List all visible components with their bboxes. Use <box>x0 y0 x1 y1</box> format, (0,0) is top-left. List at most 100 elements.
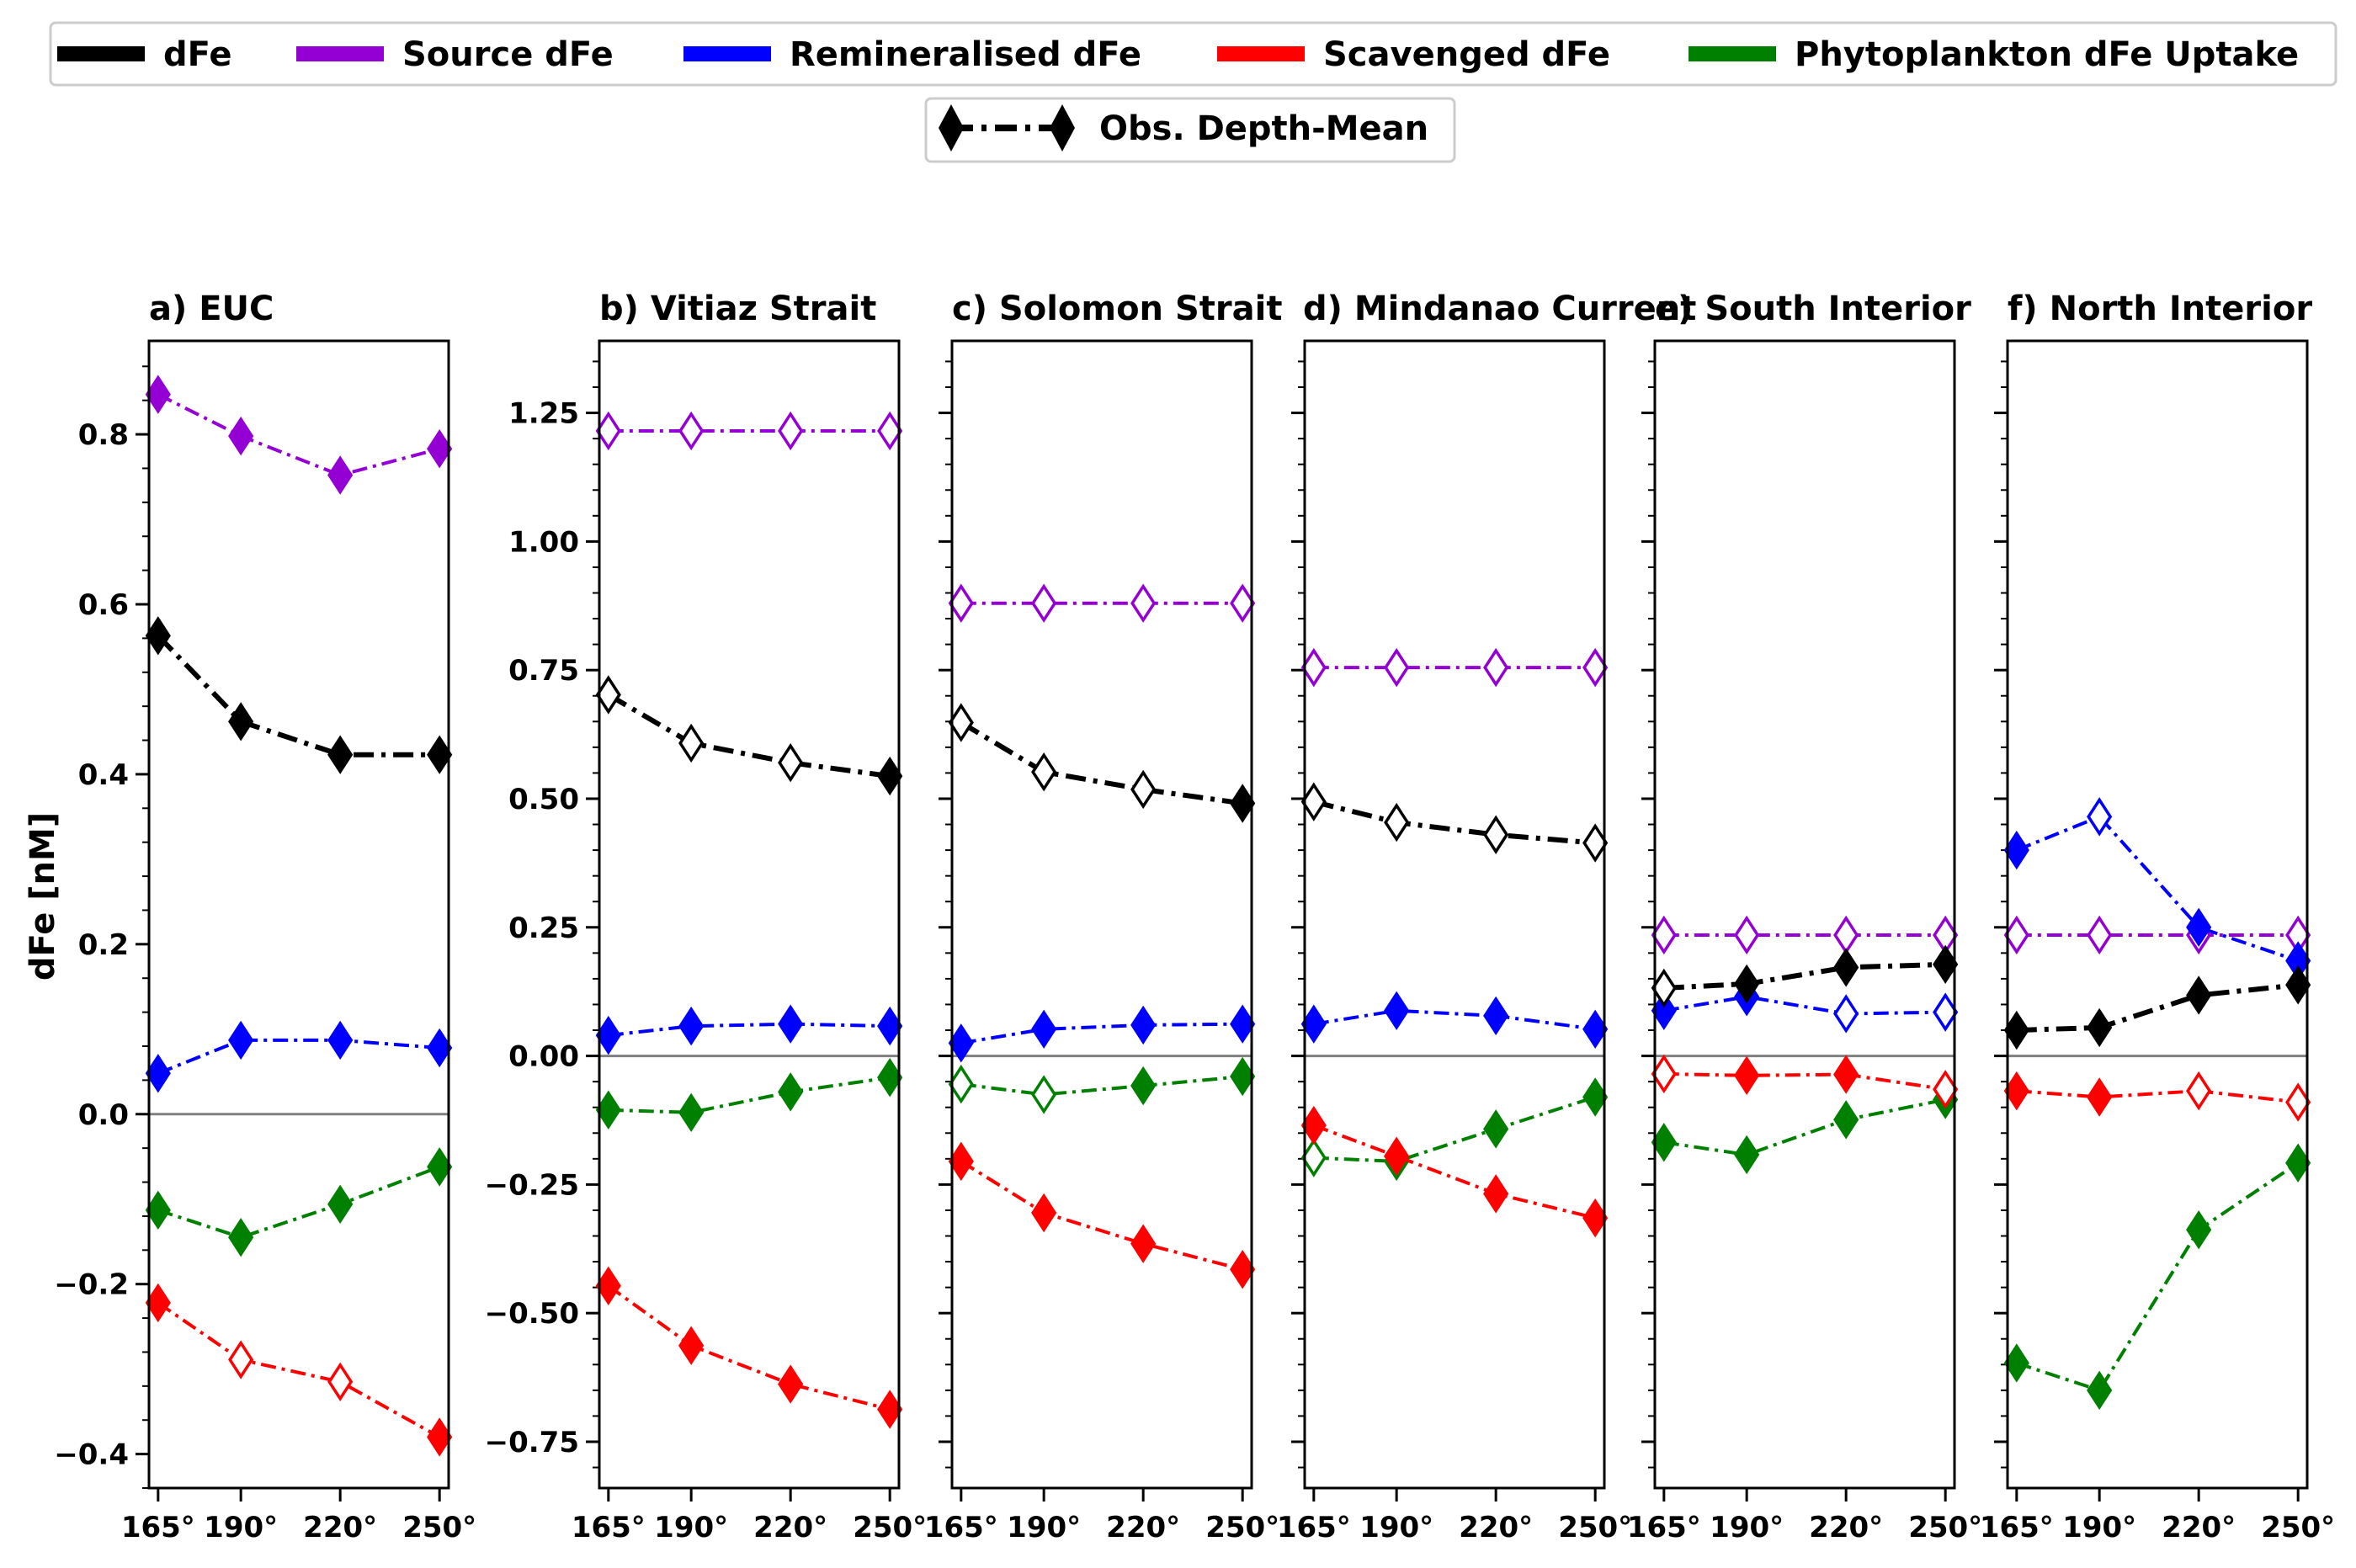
y-tick-label: 1.25 <box>508 397 579 431</box>
panel-title: f) North Interior <box>2008 290 2312 328</box>
x-tick-label: 190° <box>654 1511 728 1544</box>
data-point <box>2186 907 2212 947</box>
data-point <box>1734 1135 1760 1175</box>
axes-frame <box>1653 339 1956 1490</box>
series-line <box>157 392 440 477</box>
x-tick-label: 165° <box>572 1511 646 1544</box>
legend-entry-source-dfe: Source dFe <box>296 35 614 74</box>
series-line <box>2016 815 2299 963</box>
x-tick-label: 220° <box>1809 1511 1883 1544</box>
legend-label: dFe <box>163 35 231 74</box>
series-source-dfe <box>595 411 903 451</box>
data-point <box>145 375 171 414</box>
legend-marker <box>939 104 964 151</box>
data-point <box>778 411 804 451</box>
x-tick-label: 250° <box>2261 1511 2335 1544</box>
series-scavenged-dfe <box>2003 1071 2311 1122</box>
legend: dFe Source dFe Remineralised dFe Scavenged … <box>49 21 2337 163</box>
data-point <box>145 1190 171 1230</box>
series-dfe <box>1300 782 1609 863</box>
series-remineralised-dfe <box>1651 977 1959 1034</box>
y-tick-label: 0.00 <box>508 1040 579 1074</box>
panel-title: a) EUC <box>149 290 274 328</box>
series-line <box>960 720 1243 806</box>
legend-swatch <box>296 46 384 61</box>
data-point <box>327 735 354 774</box>
data-point <box>877 756 903 796</box>
panel-title: c) Solomon Strait <box>952 290 1282 328</box>
data-point <box>2285 965 2311 1005</box>
data-point <box>678 411 705 451</box>
panel-title: e) South Interior <box>1655 290 1971 328</box>
y-tick-label: −0.4 <box>54 1438 129 1472</box>
data-point <box>2003 1343 2029 1383</box>
data-point <box>1483 1109 1509 1149</box>
series-dfe <box>1651 944 1959 1008</box>
data-point <box>1651 1054 1677 1094</box>
panel-b-vitiaz-strait: b) Vitiaz Strait −0.75 −0.50 −0.25 0.00 0.25 0… <box>485 290 928 1544</box>
series-line <box>1313 799 1596 846</box>
data-point <box>2087 1007 2113 1048</box>
series-remineralised-dfe <box>2003 797 2311 981</box>
data-point <box>427 1417 453 1457</box>
series-source-dfe <box>1651 915 1959 955</box>
series-line <box>1663 961 1946 991</box>
data-point <box>2186 975 2212 1015</box>
data-point <box>1230 1056 1256 1097</box>
data-point <box>1031 1075 1057 1114</box>
data-point <box>778 1072 804 1112</box>
series-line <box>1663 1098 1946 1156</box>
x-tick-label: 220° <box>1459 1511 1533 1544</box>
data-point <box>1833 1055 1859 1094</box>
x-tick-label: 165° <box>1627 1511 1701 1544</box>
data-point <box>678 1006 705 1046</box>
x-tick-label: 250° <box>1558 1511 1632 1544</box>
x-tick-label: 165° <box>924 1511 998 1544</box>
data-point <box>427 735 453 774</box>
x-tick-label: 250° <box>1205 1511 1279 1544</box>
data-point <box>595 411 621 451</box>
data-point <box>1031 1193 1057 1233</box>
series-line <box>607 1284 891 1411</box>
data-point <box>595 675 621 715</box>
data-point <box>1230 583 1256 623</box>
data-point <box>877 1390 903 1429</box>
legend-entry-obs-depth-mean: Obs. Depth-Mean <box>939 104 1428 151</box>
x-tick-label: 190° <box>1710 1511 1784 1544</box>
legend-entry-scavenged-dfe: Scavenged dFe <box>1217 35 1610 74</box>
series-line <box>2016 982 2299 1034</box>
data-point <box>1651 968 1677 1008</box>
series-line <box>1663 1071 1946 1092</box>
series-line <box>1313 1095 1596 1163</box>
data-point <box>2003 915 2029 955</box>
x-tick-label: 190° <box>2062 1511 2136 1544</box>
panel-e-south-interior: e) South Interior 165° 190° 220° 250° <box>1627 290 1982 1544</box>
y-tick-label: 1.00 <box>508 525 579 559</box>
y-tick-label: 0.0 <box>78 1098 129 1132</box>
data-point <box>1031 752 1057 792</box>
data-point <box>2003 830 2029 870</box>
panel-f-north-interior: f) North Interior 165° 190° 220° 250° <box>1980 290 2335 1544</box>
panel-c-solomon-strait: c) Solomon Strait 165° 190° 220° 250° <box>924 290 1283 1544</box>
series-phytoplankton-dfe-uptake <box>2003 1143 2311 1411</box>
legend-marker <box>1050 104 1075 151</box>
data-point <box>1230 784 1256 823</box>
x-tick-label: 165° <box>121 1511 195 1544</box>
data-point <box>1384 1136 1410 1176</box>
axes-frame <box>2006 339 2309 1490</box>
data-point <box>2087 915 2113 955</box>
data-point <box>427 1147 453 1187</box>
legend-entry-remineralised-dfe: Remineralised dFe <box>683 35 1141 74</box>
data-point <box>948 1064 974 1104</box>
series-remineralised-dfe <box>948 1004 1256 1063</box>
series-line <box>608 1022 891 1038</box>
legend-label: Source dFe <box>402 35 614 74</box>
series-line <box>2016 1089 2299 1104</box>
data-point <box>1833 1100 1859 1140</box>
series-scavenged-dfe <box>145 1283 453 1457</box>
data-point <box>778 1004 804 1044</box>
data-point <box>2003 1010 2029 1050</box>
legend-swatch <box>1217 46 1305 61</box>
data-point <box>2186 1071 2212 1111</box>
